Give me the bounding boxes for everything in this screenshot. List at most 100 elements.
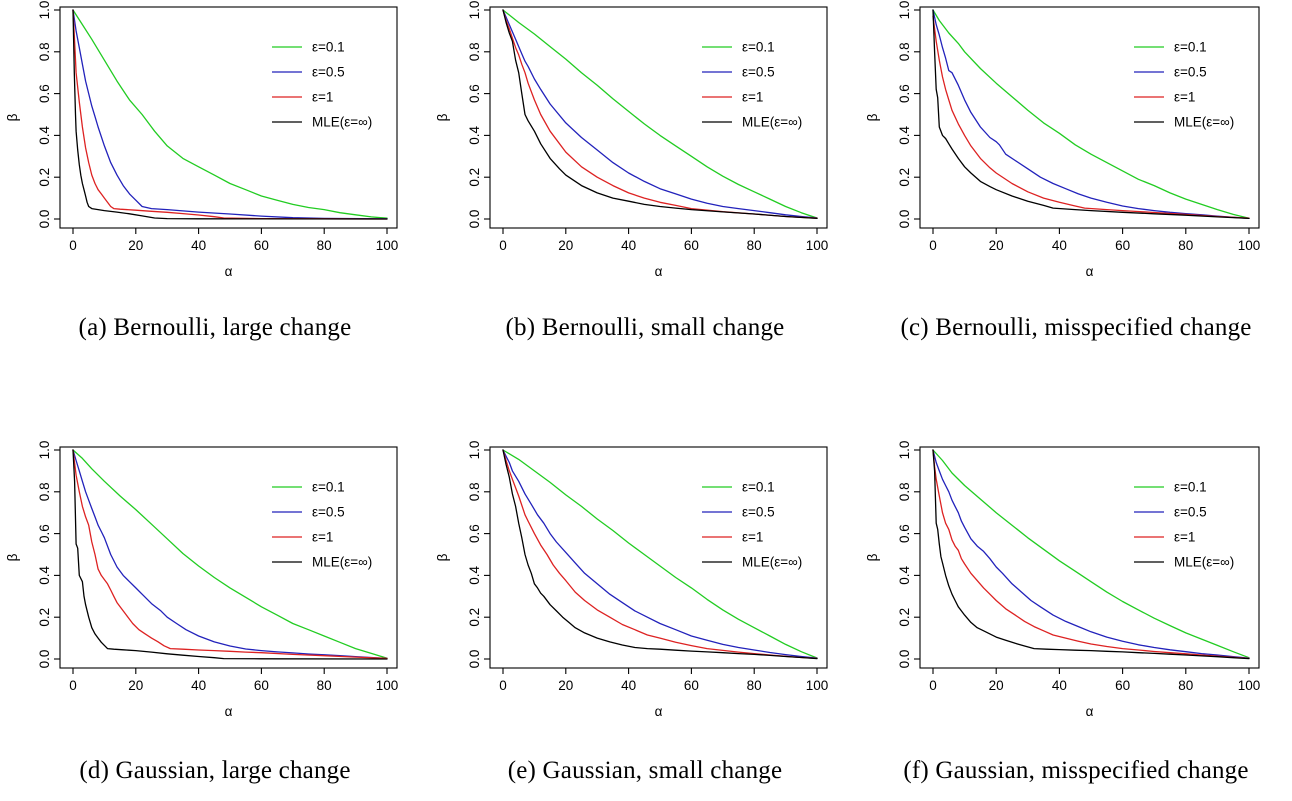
captions-row-top: (a) Bernoulli, large change (b) Bernoull… [0,300,1292,356]
legend-label: ε=0.5 [742,65,775,80]
y-tick-label: 0.6 [37,84,52,103]
y-axis-label: β [865,553,880,561]
series-ε=1 [502,9,818,219]
x-tick-label: 20 [989,678,1004,693]
legend-label: ε=0.1 [742,40,775,55]
legend-label: ε=1 [1174,90,1195,105]
series-ε=0.1 [932,9,1250,219]
series-ε=0.1 [502,449,818,659]
x-tick-label: 0 [929,238,937,253]
series-ε=0.1 [72,9,388,219]
y-tick-label: 1.0 [37,441,52,460]
legend-label: ε=0.1 [312,40,345,55]
y-tick-label: 0.2 [37,608,52,627]
x-tick-label: 100 [806,678,829,693]
charts-row-top: 0 20 40 60 80 100 0.0 0.2 0.4 0.6 0.8 1.0 α β ε=0.1 ε=0… [0,0,1292,300]
caption-a: (a) Bernoulli, large change [78,314,352,341]
x-tick-label: 20 [558,238,573,253]
legend-label: MLE(ε=∞) [742,115,802,130]
legend-label: ε=0.1 [742,480,775,495]
y-axis-label: β [865,113,880,121]
x-tick-label: 60 [684,678,699,693]
legend-label: MLE(ε=∞) [312,115,372,130]
legend-label: MLE(ε=∞) [742,555,802,570]
x-tick-label: 20 [558,678,573,693]
y-tick-label: 0.4 [467,126,482,145]
y-tick-label: 0.0 [467,650,482,669]
series-ε=1 [932,449,1250,660]
legend-label: ε=0.5 [312,65,345,80]
series-MLE(ε=∞) [932,9,1250,220]
series-ε=0.1 [932,449,1250,659]
x-tick-label: 100 [376,678,399,693]
x-tick-label: 40 [1052,678,1067,693]
charts-row-bottom: 0 20 40 60 80 100 0.0 0.2 0.4 0.6 0.8 1.0 α β ε=0.1 ε=0… [0,440,1292,740]
y-tick-label: 0.2 [37,168,52,187]
chart-b-plot: 0 20 40 60 80 100 0.0 0.2 0.4 0.6 0.8 1.0 α β ε=0.1 ε=0… [435,1,828,279]
panel-a: 0 20 40 60 80 100 0.0 0.2 0.4 0.6 0.8 1.0 α β ε=0.1 ε=0… [0,0,430,300]
y-tick-label: 0.8 [467,42,482,61]
series-ε=1 [932,15,1250,219]
y-tick-label: 0.8 [897,482,912,501]
x-axis-label: α [1086,704,1094,719]
legend-label: MLE(ε=∞) [1174,115,1234,130]
x-axis-label: α [655,264,663,279]
x-axis-label: α [225,264,233,279]
x-axis-label: α [655,704,663,719]
x-tick-label: 100 [1238,238,1261,253]
series-ε=0.5 [72,9,388,220]
series-ε=0.1 [502,9,818,219]
x-tick-label: 0 [499,678,507,693]
legend-label: ε=0.5 [312,505,345,520]
legend-label: MLE(ε=∞) [1174,555,1234,570]
x-tick-label: 60 [1115,238,1130,253]
y-tick-label: 0.4 [897,566,912,585]
x-tick-label: 60 [1115,678,1130,693]
y-axis-label: β [5,113,20,121]
series-ε=0.5 [72,449,388,660]
x-tick-label: 80 [317,678,332,693]
y-tick-label: 0.4 [467,566,482,585]
panel-e: 0 20 40 60 80 100 0.0 0.2 0.4 0.6 0.8 1.0 α β ε=0.1 ε=0… [430,440,860,740]
x-tick-label: 60 [684,238,699,253]
y-axis-label: β [5,553,20,561]
x-tick-label: 20 [128,678,143,693]
x-tick-label: 40 [191,238,206,253]
y-tick-label: 1.0 [467,441,482,460]
y-axis-label: β [435,113,450,121]
chart-e-plot: 0 20 40 60 80 100 0.0 0.2 0.4 0.6 0.8 1.0 α β ε=0.1 ε=0… [435,441,829,719]
y-tick-label: 0.6 [37,524,52,543]
plot-box [919,446,1260,669]
y-tick-label: 1.0 [897,441,912,460]
y-tick-label: 0.8 [37,42,52,61]
y-tick-label: 0.2 [467,608,482,627]
y-tick-label: 0.6 [467,84,482,103]
legend-label: ε=0.1 [1174,480,1207,495]
y-tick-label: 0.0 [897,210,912,229]
x-tick-label: 80 [747,678,762,693]
series-MLE(ε=∞) [502,9,818,220]
series-ε=0.5 [502,9,818,219]
series-ε=1 [72,9,388,220]
legend-label: ε=1 [312,90,333,105]
y-tick-label: 0.2 [897,168,912,187]
x-tick-label: 40 [621,238,636,253]
legend-label: ε=1 [1174,530,1195,545]
series-MLE(ε=∞) [72,449,388,660]
x-tick-label: 20 [989,238,1004,253]
x-tick-label: 20 [128,238,143,253]
caption-b: (b) Bernoulli, small change [505,314,785,341]
x-tick-label: 40 [1052,238,1067,253]
legend-label: ε=0.5 [742,505,775,520]
series-ε=0.1 [72,449,388,659]
y-tick-label: 0.4 [897,126,912,145]
chart-a-plot: 0 20 40 60 80 100 0.0 0.2 0.4 0.6 0.8 1.0 α β ε=0.1 ε=0… [5,1,398,279]
y-tick-label: 0.0 [37,210,52,229]
y-tick-label: 0.6 [897,84,912,103]
y-tick-label: 1.0 [37,1,52,20]
plot-box [59,6,398,229]
legend-label: ε=1 [312,530,333,545]
series-ε=0.5 [932,449,1250,659]
caption-c: (c) Bernoulli, misspecified change [900,314,1252,341]
